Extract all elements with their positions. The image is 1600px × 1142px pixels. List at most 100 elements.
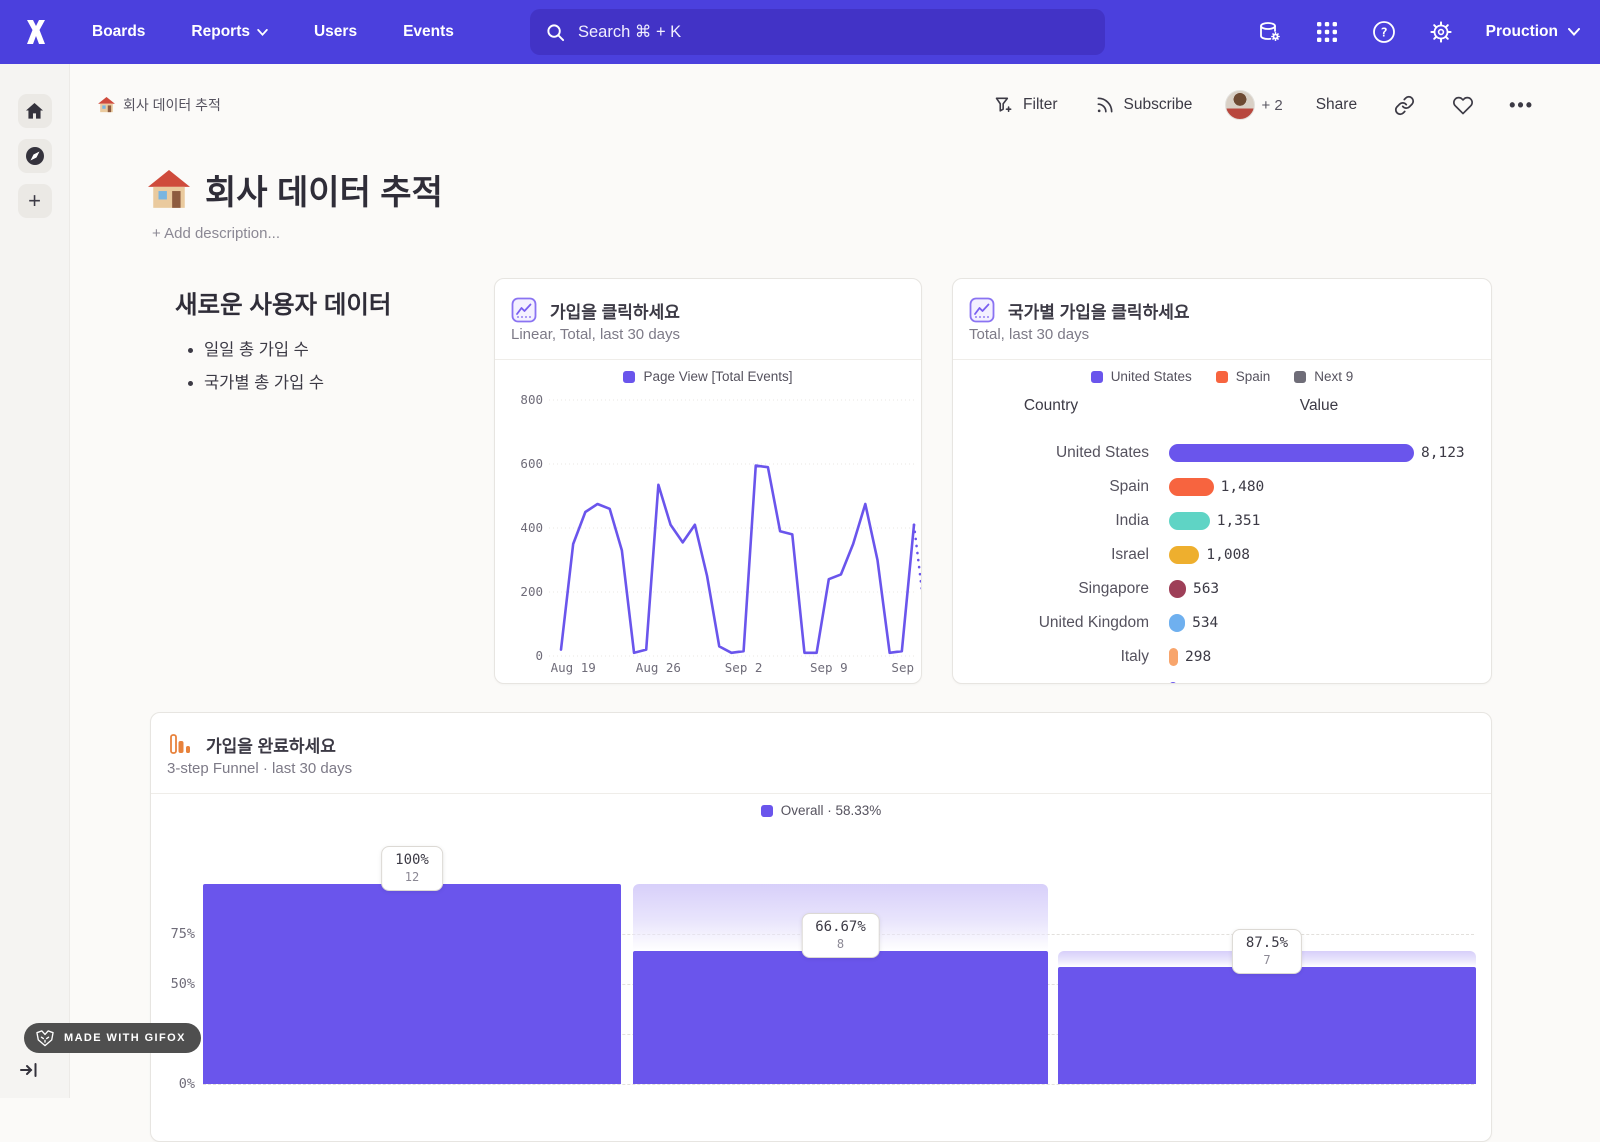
settings-gear-icon[interactable] [1429,20,1453,44]
expand-icon [20,1063,37,1077]
search-input[interactable]: Search ⌘ + K [530,9,1105,55]
nav-item-events[interactable]: Events [403,23,454,41]
svg-text:200: 200 [520,584,543,599]
svg-text:Aug 26: Aug 26 [636,660,681,675]
funnel-card: 가입을 완료하세요 3-step Funnel · last 30 days O… [150,712,1492,1142]
value-label: 563 [1192,581,1220,597]
legend-overall[interactable]: Overall · 58.33% [760,803,882,818]
data-management-icon[interactable] [1258,20,1282,44]
svg-text:800: 800 [520,392,543,407]
value-bar [1169,648,1178,666]
page-title[interactable]: 회사 데이터 추적 [148,165,443,214]
funnel-bar-step-3[interactable] [1058,967,1476,1084]
link-icon [1395,95,1415,115]
country-label: Italy [1120,648,1149,665]
compass-icon [25,147,44,165]
breadcrumb-label: 회사 데이터 추적 [123,97,221,113]
table-row[interactable]: Spain 1,480 [953,470,1491,504]
apps-grid-icon[interactable] [1315,20,1339,44]
card-title[interactable]: 가입을 클릭하세요 [550,302,680,322]
table-row[interactable]: United Kingdom 534 [953,606,1491,640]
legend-label: United States [1110,369,1192,384]
collaborators[interactable]: + 2 [1219,90,1288,120]
country-label: Canada [953,682,1149,683]
value-bar [1169,682,1177,683]
country-label: Singapore [1078,580,1149,597]
y-axis-label: 0% [178,1076,195,1092]
value-label: 1,351 [1216,513,1261,529]
breadcrumb[interactable]: 회사 데이터 추적 [98,95,221,115]
table-row[interactable]: India 1,351 [953,504,1491,538]
table-row[interactable]: Israel 1,008 [953,538,1491,572]
line-chart[interactable]: 0 200 400 600 800 Aug 19 Aug 26 Sep 2 Sep 9 Sep 1… [495,379,922,679]
card-title[interactable]: 가입을 완료하세요 [206,736,336,756]
help-icon[interactable]: ? [1372,20,1396,44]
create-button[interactable]: + [17,184,52,218]
nav-item-users[interactable]: Users [314,23,357,41]
funnel-bar-step-2[interactable] [633,950,1048,1084]
favorite-button[interactable] [1442,95,1484,116]
legend-next-9[interactable]: Next 9 [1294,369,1353,384]
divider [495,359,921,360]
svg-text:?: ? [1380,25,1388,40]
svg-text:600: 600 [520,456,543,471]
funnel-tooltip-step-3: 87.5% 7 [1231,929,1303,975]
list-item: 국가별 총 가입 수 [204,369,324,393]
card-title[interactable]: 국가별 가입을 클릭하세요 [1008,302,1190,322]
nav-item-label: Boards [92,23,146,40]
legend-label: Page View [Total Events] [643,369,793,384]
chevron-down-icon [1568,28,1580,36]
badge-label: MADE WITH GIFOX [64,1032,186,1044]
column-header-value[interactable]: Value [1299,397,1339,414]
nav-item-boards[interactable]: Boards [92,23,145,41]
plus-icon: + [28,188,41,213]
nav-right-cluster: ? Prouction [1258,0,1580,64]
fox-icon [36,1029,54,1046]
filter-button[interactable]: Filter [984,95,1067,115]
country-label: India [1115,512,1149,529]
value-label: 298 [1184,649,1212,665]
explore-button[interactable] [17,139,52,173]
nav-item-reports[interactable]: Reports [191,23,268,41]
subscribe-button[interactable]: Subscribe [1085,95,1203,115]
table-row-clipped[interactable]: Canada [953,674,1491,683]
table-row[interactable]: Italy 298 [953,640,1491,674]
svg-text:Aug 19: Aug 19 [551,660,596,675]
collaborator-count: + 2 [1261,96,1283,114]
funnel-tooltip-step-2: 66.67% 8 [801,912,880,958]
value-bar [1169,546,1200,564]
svg-text:Sep 16: Sep 16 [891,660,922,675]
house-emoji [98,97,115,113]
legend-page-view[interactable]: Page View [Total Events] [623,369,793,384]
legend-united-states[interactable]: United States [1090,369,1192,384]
value-label: 1,008 [1206,547,1251,563]
more-options-button[interactable]: ••• [1509,94,1534,115]
share-button[interactable]: Share [1306,96,1367,114]
legend-spain[interactable]: Spain [1215,369,1271,384]
table-row[interactable]: United States 8,123 [953,436,1491,470]
add-description[interactable]: + Add description... [152,225,280,242]
svg-text:0: 0 [535,648,543,663]
country-label: Spain [1109,478,1149,495]
funnel-bar-step-1[interactable] [203,884,621,1084]
filter-label: Filter [1023,96,1058,113]
heart-icon [1453,96,1474,114]
column-header-country[interactable]: Country [1023,397,1079,414]
copy-link-button[interactable] [1384,95,1425,116]
legend-label: Next 9 [1314,369,1354,384]
top-nav: Boards Reports Users Events Search ⌘ + K… [0,0,1600,64]
nav-item-label: Events [403,23,454,40]
value-label: 8,123 [1421,445,1465,461]
mixpanel-logo[interactable] [18,15,54,49]
legend-label: Spain [1235,369,1271,384]
legend-label: Overall · 58.33% [780,803,882,818]
search-icon [547,23,565,41]
project-switcher[interactable]: Prouction [1486,23,1580,41]
table-row[interactable]: Singapore 563 [953,572,1491,606]
page-title-text: 회사 데이터 추적 [205,174,443,212]
home-button[interactable] [17,94,52,128]
legend-swatch [1215,370,1228,383]
expand-sidebar-button[interactable] [20,1062,38,1078]
line-chart-icon [969,297,995,323]
country-label: United Kingdom [1038,614,1149,631]
